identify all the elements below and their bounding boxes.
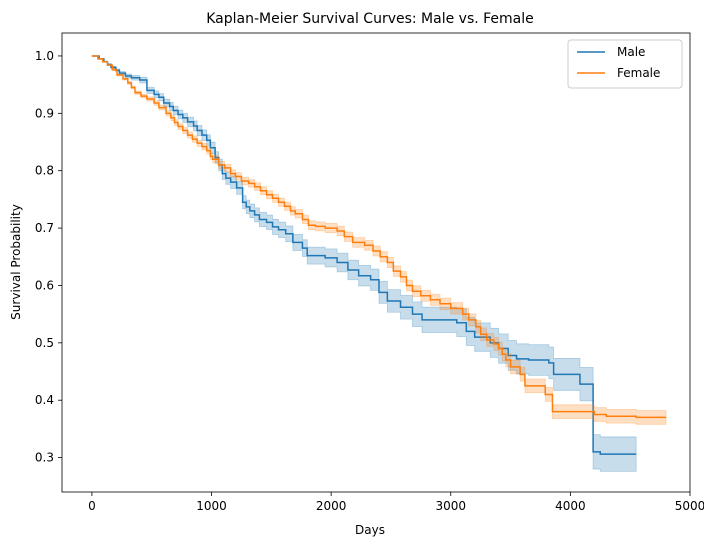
y-tick-label: 0.8 — [35, 164, 54, 178]
plot-area: 0 1000 2000 3000 4000 5000 0.3 0.4 0.5 0.6 0.7 0.8… — [35, 32, 704, 513]
y-tick-label: 0.3 — [35, 451, 54, 465]
survival-curve-female — [91, 55, 667, 419]
y-tick-label: 0.9 — [35, 106, 54, 120]
y-tick-label: 0.5 — [35, 336, 54, 350]
x-tick-label: 4000 — [555, 499, 586, 513]
y-tick-label: 1.0 — [35, 49, 54, 63]
y-axis-label: Survival Probability — [9, 204, 23, 320]
y-tick-label: 0.6 — [35, 278, 54, 292]
x-tick-label: 3000 — [435, 499, 466, 513]
y-tick-label: 0.4 — [35, 393, 54, 407]
axes-frame — [61, 32, 691, 493]
x-tick-label: 1000 — [196, 499, 227, 513]
legend: Male Female — [567, 39, 683, 89]
x-tick-label: 2000 — [316, 499, 347, 513]
survival-curve-male — [91, 55, 637, 455]
y-tick-label: 0.7 — [35, 221, 54, 235]
legend-label-male: Male — [617, 45, 645, 59]
x-axis-label: Days — [355, 523, 385, 537]
x-tick-label: 0 — [88, 499, 96, 513]
x-tick-label: 5000 — [675, 499, 704, 513]
legend-label-female: Female — [617, 66, 660, 80]
x-axis-ticks: 0 1000 2000 3000 4000 5000 — [88, 492, 704, 513]
series-layer — [91, 55, 667, 472]
y-axis-ticks: 0.3 0.4 0.5 0.6 0.7 0.8 0.9 1.0 — [35, 49, 62, 465]
chart-title: Kaplan-Meier Survival Curves: Male vs. F… — [206, 11, 534, 27]
